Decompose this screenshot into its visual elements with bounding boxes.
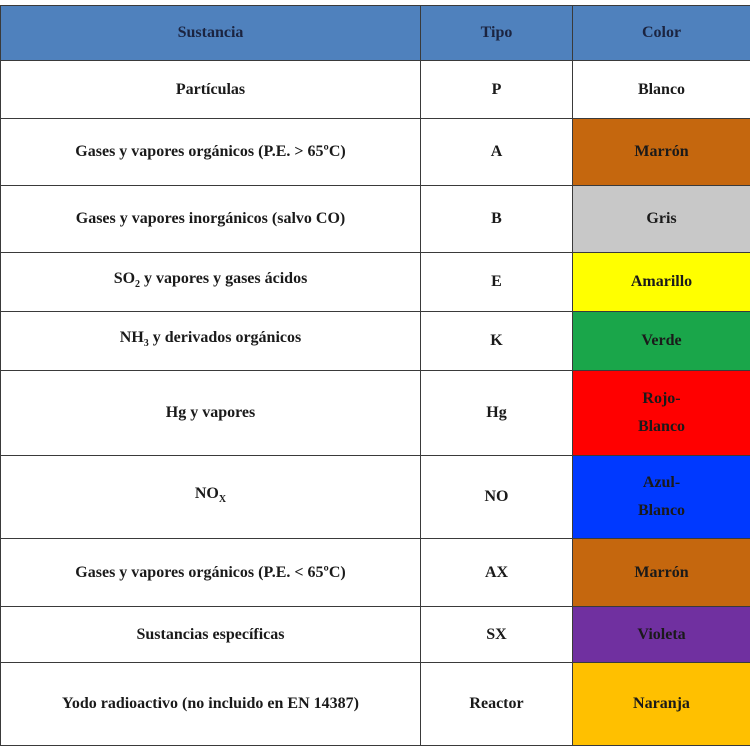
substance-cell: Gases y vapores orgánicos (P.E. < 65ºC) [0, 538, 421, 607]
type-text: E [491, 273, 502, 290]
color-text: Gris [646, 210, 677, 227]
color-cell: Azul-Blanco [572, 455, 750, 539]
color-text: Rojo-Blanco [637, 390, 686, 435]
table-wrap: Sustancia Tipo Color Partículas P Blanco Gase… [0, 5, 750, 746]
table-row: Gases y vapores orgánicos (P.E. > 65ºC) A… [0, 118, 750, 186]
substance-subscript: 2 [135, 279, 141, 291]
substance-cell: Yodo radioactivo (no incluido en EN 1438… [0, 662, 421, 746]
table-row: NH3 y derivados orgánicos K Verde [0, 311, 750, 371]
type-cell: A [420, 118, 573, 186]
type-cell: B [420, 185, 573, 253]
type-cell: Reactor [420, 662, 573, 746]
color-text: Naranja [633, 695, 690, 712]
substance-cell: NH3 y derivados orgánicos [0, 311, 421, 371]
type-text: Reactor [469, 695, 524, 712]
type-cell: NO [420, 455, 573, 539]
table-row: Hg y vapores Hg Rojo-Blanco [0, 370, 750, 456]
type-cell: SX [420, 606, 573, 663]
color-cell: Naranja [572, 662, 750, 746]
type-text: B [491, 210, 502, 227]
color-text: Azul-Blanco [637, 474, 686, 519]
type-text: K [490, 332, 503, 349]
substance-cell: NOX [0, 455, 421, 539]
substance-cell: Partículas [0, 60, 421, 119]
color-cell: Rojo-Blanco [572, 370, 750, 456]
substance-base: NO [194, 484, 219, 502]
type-cell: P [420, 60, 573, 119]
substance-rest: y vapores y gases ácidos [140, 269, 308, 287]
color-text: Verde [641, 332, 682, 349]
substance-cell: Hg y vapores [0, 370, 421, 456]
table-row: Sustancias específicas SX Violeta [0, 606, 750, 663]
color-text: Marrón [634, 563, 689, 581]
substance-text: Yodo radioactivo (no incluido en EN 1438… [62, 695, 359, 712]
substance-text: SO2 y vapores y gases ácidos [114, 265, 308, 299]
table-row: Partículas P Blanco [0, 60, 750, 119]
color-cell: Gris [572, 185, 750, 253]
table-row: NOX NO Azul-Blanco [0, 455, 750, 539]
color-cell: Blanco [572, 60, 750, 119]
substance-rest: y derivados orgánicos [148, 328, 302, 346]
substance-cell: Gases y vapores orgánicos (P.E. > 65ºC) [0, 118, 421, 186]
table-row: Gases y vapores orgánicos (P.E. < 65ºC) A… [0, 538, 750, 607]
substance-text: NOX [195, 480, 226, 514]
substance-text: Hg y vapores [165, 404, 256, 421]
type-cell: Hg [420, 370, 573, 456]
color-text: Blanco [637, 80, 686, 98]
table-row: SO2 y vapores y gases ácidos E Amarillo [0, 252, 750, 312]
color-text: Violeta [637, 625, 686, 643]
color-cell: Verde [572, 311, 750, 371]
color-cell: Amarillo [572, 252, 750, 312]
substance-subscript: X [218, 494, 227, 506]
type-text: Hg [486, 404, 507, 421]
substance-text: NH3 y derivados orgánicos [120, 324, 301, 358]
header-cell: Sustancia [0, 5, 421, 61]
table-row: Yodo radioactivo (no incluido en EN 1438… [0, 662, 750, 746]
color-text: Amarillo [630, 273, 693, 290]
substance-text: Sustancias específicas [136, 625, 285, 643]
color-text: Marrón [634, 143, 689, 160]
filter-table: Sustancia Tipo Color Partículas P Blanco Gase… [0, 5, 750, 746]
type-cell: AX [420, 538, 573, 607]
color-cell: Marrón [572, 538, 750, 607]
substance-text: Gases y vapores orgánicos (P.E. < 65ºC) [75, 563, 346, 581]
header-row: Sustancia Tipo Color [0, 5, 750, 61]
type-cell: E [420, 252, 573, 312]
type-cell: K [420, 311, 573, 371]
substance-cell: Sustancias específicas [0, 606, 421, 663]
type-text: P [491, 80, 502, 98]
substance-cell: SO2 y vapores y gases ácidos [0, 252, 421, 312]
color-cell: Marrón [572, 118, 750, 186]
substance-text: Gases y vapores orgánicos (P.E. > 65ºC) [75, 143, 346, 160]
type-text: SX [486, 625, 507, 643]
color-cell: Violeta [572, 606, 750, 663]
type-text: AX [484, 563, 509, 581]
type-text: NO [484, 488, 509, 505]
header-cell: Tipo [420, 5, 573, 61]
header-cell: Color [572, 5, 750, 61]
type-text: A [490, 143, 503, 160]
table-row: Gases y vapores inorgánicos (salvo CO) B G… [0, 185, 750, 253]
substance-base: NH [119, 328, 144, 346]
substance-base: SO [113, 269, 136, 287]
substance-text: Gases y vapores inorgánicos (salvo CO) [75, 210, 346, 227]
substance-subscript: 3 [143, 338, 149, 350]
substance-text: Partículas [175, 80, 246, 98]
substance-cell: Gases y vapores inorgánicos (salvo CO) [0, 185, 421, 253]
